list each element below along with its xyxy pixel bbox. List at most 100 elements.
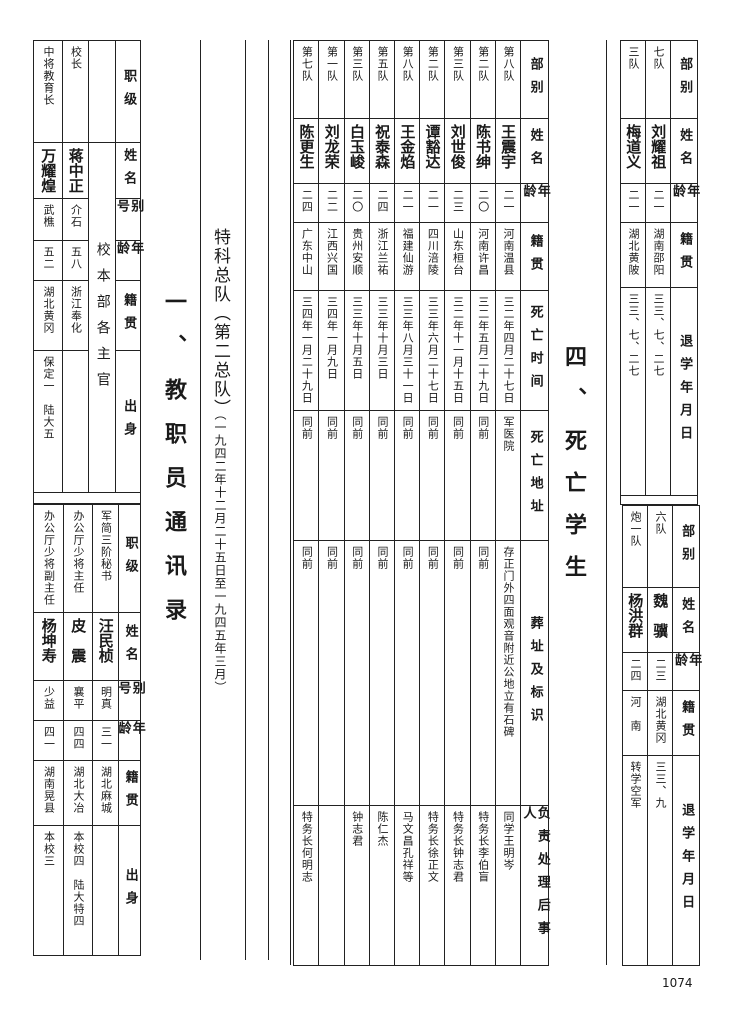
table-cell: 二四 — [293, 183, 320, 223]
cell-text: 第七队 — [300, 46, 314, 82]
rule-line — [200, 40, 201, 960]
cell-text: 退学年月日 — [677, 334, 693, 449]
cell-text: 二三 — [654, 658, 668, 682]
person-name: 王金焰 — [394, 118, 421, 184]
cell-text: 湖北大冶 — [72, 766, 86, 814]
column-header: 退学年月日 — [670, 287, 698, 496]
table-cell: 三三、九 — [647, 755, 673, 966]
table-cell: 办公厅少将副主任 — [33, 504, 64, 613]
cell-text: 三三、九 — [654, 761, 668, 809]
column-header: 姓名 — [520, 118, 549, 184]
cell-text: 第二队 — [426, 46, 440, 82]
table-cell: 第八队 — [394, 40, 421, 119]
cell-text: 刘耀祖 — [649, 124, 668, 169]
cell-text: 王震宇 — [499, 124, 518, 169]
table-cell: 广东中山 — [293, 222, 320, 291]
person-name: 王震宇 — [494, 118, 521, 184]
table-cell: 江西兴国 — [318, 222, 345, 291]
staff-section-title: 一、教职员通讯录 — [161, 290, 187, 642]
cell-text: 籍贯 — [121, 292, 137, 339]
cell-text: 杨坤寿 — [39, 618, 58, 663]
table-cell: 同前 — [343, 540, 370, 806]
table-cell: 河 南 — [622, 690, 648, 756]
table-cell: 同前 — [318, 540, 345, 806]
table-cell: 同学王明岑 — [494, 805, 521, 966]
cell-text: 三队 — [627, 46, 641, 70]
table-cell: 第七队 — [293, 40, 320, 119]
table-cell: 陈仁杰 — [368, 805, 395, 966]
cell-text: 同前 — [350, 546, 364, 570]
table-gap — [33, 492, 141, 504]
table-cell: 同前 — [444, 540, 471, 806]
cell-text: 第一队 — [325, 46, 339, 82]
table-cell: 三二年四月二十七日 — [494, 290, 521, 411]
cell-text: 特务长李伯盲 — [476, 811, 490, 883]
table-cell: 襄平 — [63, 680, 93, 721]
cell-text: 死亡地址 — [527, 429, 543, 522]
table-cell: 第二队 — [419, 40, 446, 119]
table-cell: 二四 — [622, 652, 648, 691]
person-name: 陈更生 — [293, 118, 320, 184]
cell-text: 陈仁杰 — [375, 811, 389, 847]
column-header: 部别 — [672, 505, 700, 588]
cell-text: 四一 — [42, 726, 56, 750]
table-cell: 保定一 陆大五 — [33, 350, 63, 493]
rule-line — [245, 40, 246, 960]
cell-text: 明真 — [99, 686, 113, 710]
cell-text: 出身 — [122, 867, 138, 914]
table-cell: 三三年十月五日 — [343, 290, 370, 411]
cell-text: 六队 — [654, 511, 668, 535]
column-header: 年龄 — [670, 183, 700, 223]
cell-text: 同学王明岑 — [501, 811, 515, 871]
table-cell: 六队 — [647, 505, 673, 588]
cell-text: 部别 — [677, 56, 693, 103]
cell-text: 四川涪陵 — [426, 228, 440, 276]
table-cell: 第一队 — [318, 40, 345, 119]
cell-text: 葬址及标识 — [527, 615, 543, 731]
table-cell: 特务长何明志 — [293, 805, 320, 966]
table-cell: 三二年五月二十九日 — [469, 290, 496, 411]
cell-text: 三四年一月二十九日 — [300, 296, 314, 404]
cell-text: 三二年四月二十七日 — [501, 296, 515, 404]
cell-text: 广东中山 — [300, 228, 314, 276]
cell-text: 五八 — [69, 246, 83, 270]
table-cell: 第三队 — [444, 40, 471, 119]
cell-text: 姓名 — [122, 623, 138, 670]
table-cell: 河南许昌 — [469, 222, 496, 291]
table-cell: 第五队 — [368, 40, 395, 119]
table-cell: 二〇 — [343, 183, 370, 223]
cell-text: 年龄 — [670, 184, 700, 207]
cell-text: 湖南晃县 — [42, 766, 56, 814]
cell-text: 同前 — [451, 416, 465, 440]
table-cell: 湖北黄冈 — [647, 690, 673, 756]
cell-text: 特务长钟志君 — [451, 811, 465, 883]
cell-text: 同前 — [300, 546, 314, 570]
cell-text: 籍贯 — [679, 700, 695, 746]
column-header: 年龄 — [520, 183, 550, 223]
table-cell: 三一 — [92, 720, 119, 761]
table-cell: 三三、七、二七 — [645, 287, 671, 496]
cell-text: 二二 — [325, 189, 339, 213]
cell-text: 同前 — [300, 416, 314, 440]
cell-text: 姓名 — [679, 597, 695, 643]
cell-text: 二〇 — [350, 189, 364, 213]
table-cell: 同前 — [419, 410, 446, 541]
cell-text: 年龄 — [114, 241, 144, 264]
cell-text: 三三年六月二十七日 — [426, 296, 440, 404]
cell-text: 第五队 — [375, 46, 389, 82]
cell-text: 二四 — [629, 658, 643, 682]
cell-text: 同前 — [401, 416, 415, 440]
cell-text: 同前 — [451, 546, 465, 570]
cell-text: 湖北黄陂 — [627, 228, 641, 276]
cell-text: 四四 — [72, 726, 86, 750]
table-cell: 三二年十一月十五日 — [444, 290, 471, 411]
column-header: 姓名 — [115, 142, 141, 199]
cell-text: 同前 — [325, 416, 339, 440]
staff-section-subtitle: 特科总队（第二总队） — [210, 228, 230, 418]
table-cell: 湖南邵阳 — [645, 222, 671, 288]
table-cell: 钟志君 — [343, 805, 370, 966]
cell-text: 刘世俊 — [448, 124, 467, 169]
cell-text: 皮 震 — [69, 618, 88, 663]
table-cell: 办公厅少将主任 — [63, 504, 93, 613]
table-cell: 二一 — [645, 183, 671, 223]
